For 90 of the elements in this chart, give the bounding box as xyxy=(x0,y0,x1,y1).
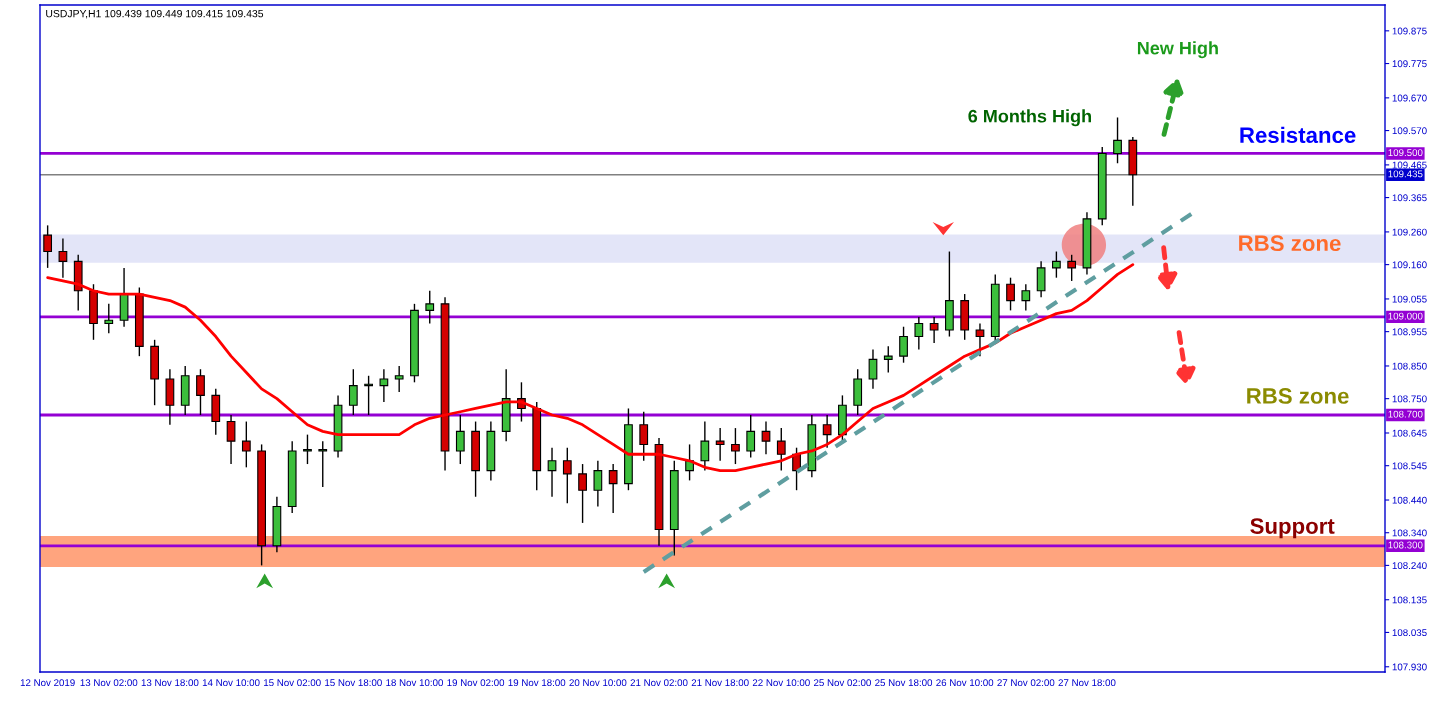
ref-line-label: 108.300 xyxy=(1388,541,1423,549)
candlestick xyxy=(1067,254,1077,282)
y-tick-label: 108.645 xyxy=(1392,429,1427,437)
candlestick xyxy=(303,433,312,465)
x-tick-label: 27 Nov 02:00 xyxy=(997,679,1055,687)
y-tick-label: 107.930 xyxy=(1392,663,1427,671)
candlestick xyxy=(348,368,358,416)
annotation: Resistance xyxy=(1240,126,1356,144)
candlestick xyxy=(975,322,985,357)
candlestick xyxy=(929,316,939,344)
candlestick xyxy=(715,427,725,462)
y-tick-label: 109.465 xyxy=(1392,161,1427,169)
candlestick xyxy=(593,460,603,508)
x-tick-label: 15 Nov 02:00 xyxy=(264,679,321,687)
y-tick-label: 109.055 xyxy=(1392,295,1427,303)
ref-line-label: 108.700 xyxy=(1388,410,1423,418)
x-tick-label: 13 Nov 18:00 xyxy=(141,679,199,687)
candlestick xyxy=(700,420,710,472)
y-tick-label: 109.875 xyxy=(1392,27,1427,35)
candlestick xyxy=(731,427,740,465)
y-tick-label: 108.850 xyxy=(1392,362,1427,370)
y-tick-label: 109.670 xyxy=(1392,94,1427,102)
candlestick xyxy=(364,375,373,416)
candlestick xyxy=(608,463,618,514)
line-series xyxy=(46,263,1135,472)
candlestick xyxy=(1052,250,1061,279)
candlestick xyxy=(761,420,771,455)
x-tick-label: 19 Nov 18:00 xyxy=(508,679,566,687)
candlestick xyxy=(104,303,114,334)
ref-line-label: 109.435 xyxy=(1388,170,1423,178)
candlestick xyxy=(455,414,465,465)
candlestick xyxy=(914,316,924,351)
x-tick-label: 25 Nov 02:00 xyxy=(813,679,871,687)
annotation: 6 Months High xyxy=(968,109,1091,127)
ref-line-label: 109.500 xyxy=(1388,149,1423,157)
ref-line-label: 109.000 xyxy=(1388,312,1423,320)
y-tick-label: 108.750 xyxy=(1392,395,1427,403)
annotation: RBS zone xyxy=(1247,388,1349,404)
y-tick-label: 108.545 xyxy=(1392,462,1427,470)
candlestick xyxy=(58,237,68,279)
y-tick-label: 108.440 xyxy=(1392,496,1427,504)
candlestick xyxy=(379,368,389,403)
candlestick xyxy=(394,365,404,393)
candlestick xyxy=(1021,283,1031,312)
y-tick-label: 109.160 xyxy=(1392,261,1427,269)
candlestick xyxy=(578,463,587,524)
candlestick xyxy=(318,440,328,488)
x-tick-label: 27 Nov 18:00 xyxy=(1058,679,1116,687)
x-tick-label: 18 Nov 10:00 xyxy=(386,679,443,687)
candlestick xyxy=(562,447,572,504)
y-tick-label: 109.365 xyxy=(1392,194,1427,202)
candlestick xyxy=(899,326,908,364)
x-tick-label: 21 Nov 02:00 xyxy=(630,679,688,687)
x-tick-label: 21 Nov 18:00 xyxy=(691,679,749,687)
x-tick-label: 20 Nov 10:00 xyxy=(569,679,627,687)
candlestick xyxy=(196,368,205,416)
candlestick xyxy=(547,447,557,498)
y-tick-label: 108.135 xyxy=(1392,596,1427,604)
candlestick xyxy=(226,414,236,465)
x-tick-label: 13 Nov 02:00 xyxy=(80,679,138,687)
x-tick-label: 22 Nov 10:00 xyxy=(752,679,810,687)
x-tick-label: 19 Nov 02:00 xyxy=(447,679,505,687)
y-tick-label: 109.260 xyxy=(1392,228,1427,236)
candlestick xyxy=(43,224,53,269)
y-tick-label: 109.570 xyxy=(1392,127,1427,135)
annotation: RBS zone xyxy=(1239,235,1341,252)
candlestick xyxy=(1113,116,1122,164)
y-tick-label: 108.340 xyxy=(1392,529,1427,537)
candlestick xyxy=(1036,260,1046,298)
x-tick-label: 14 Nov 10:00 xyxy=(202,679,260,687)
candlestick xyxy=(425,290,435,325)
annotation: New High xyxy=(1137,41,1218,59)
y-tick-label: 108.955 xyxy=(1392,328,1427,336)
chart-title: USDJPY,H1 109.439 109.449 109.415 109.435 xyxy=(46,9,264,19)
x-tick-label: 15 Nov 18:00 xyxy=(325,679,382,687)
x-tick-label: 26 Nov 10:00 xyxy=(936,679,994,687)
x-tick-label: 12 Nov 2019 xyxy=(20,679,75,687)
candlestick xyxy=(868,348,878,390)
candlestick xyxy=(883,345,893,374)
candlestick xyxy=(1006,276,1015,312)
y-tick-label: 109.775 xyxy=(1392,60,1427,68)
y-tick-label: 108.240 xyxy=(1392,562,1427,570)
x-tick-label: 25 Nov 18:00 xyxy=(875,679,933,687)
candlestick xyxy=(241,420,251,469)
candlestick xyxy=(639,411,649,462)
annotation: Support xyxy=(1250,518,1335,539)
candlestick xyxy=(776,427,786,472)
y-tick-label: 108.035 xyxy=(1392,629,1427,637)
candlestick xyxy=(746,414,756,459)
candlestick xyxy=(822,414,832,449)
